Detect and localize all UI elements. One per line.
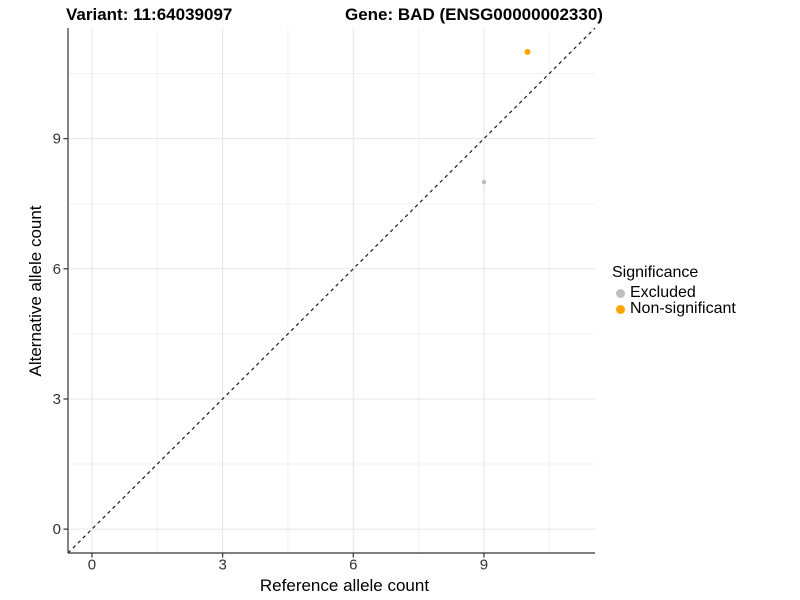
y-tick-label: 0 <box>53 521 61 538</box>
x-tick-label: 6 <box>349 557 357 574</box>
non-significant-dot-icon <box>616 304 625 314</box>
y-tick-label: 6 <box>53 261 61 278</box>
legend-item-label: Non-significant <box>630 300 736 317</box>
x-axis-title: Reference allele count <box>259 576 430 595</box>
x-tick-label: 0 <box>88 557 96 574</box>
legend-item-excluded: Excluded <box>612 284 736 301</box>
data-point-non-significant <box>524 48 531 55</box>
identity-dashed-line <box>67 27 596 554</box>
legend-item-label: Excluded <box>630 284 696 301</box>
variant-title: Variant: 11:64039097 <box>66 5 233 24</box>
y-axis-title-text: Alternative allele count <box>26 205 45 377</box>
y-tick-label: 3 <box>53 391 61 408</box>
y-tick-label: 9 <box>53 131 61 148</box>
legend: Significance Excluded Non-significant <box>612 263 736 317</box>
data-point-excluded <box>481 179 487 185</box>
excluded-dot-icon <box>616 288 625 298</box>
legend-item-non-significant: Non-significant <box>612 300 736 317</box>
gene-title: Gene: BAD (ENSG00000002330) <box>345 5 603 24</box>
x-tick-label: 3 <box>218 557 226 574</box>
x-tick-label: 9 <box>480 557 488 574</box>
legend-title: Significance <box>612 264 699 281</box>
